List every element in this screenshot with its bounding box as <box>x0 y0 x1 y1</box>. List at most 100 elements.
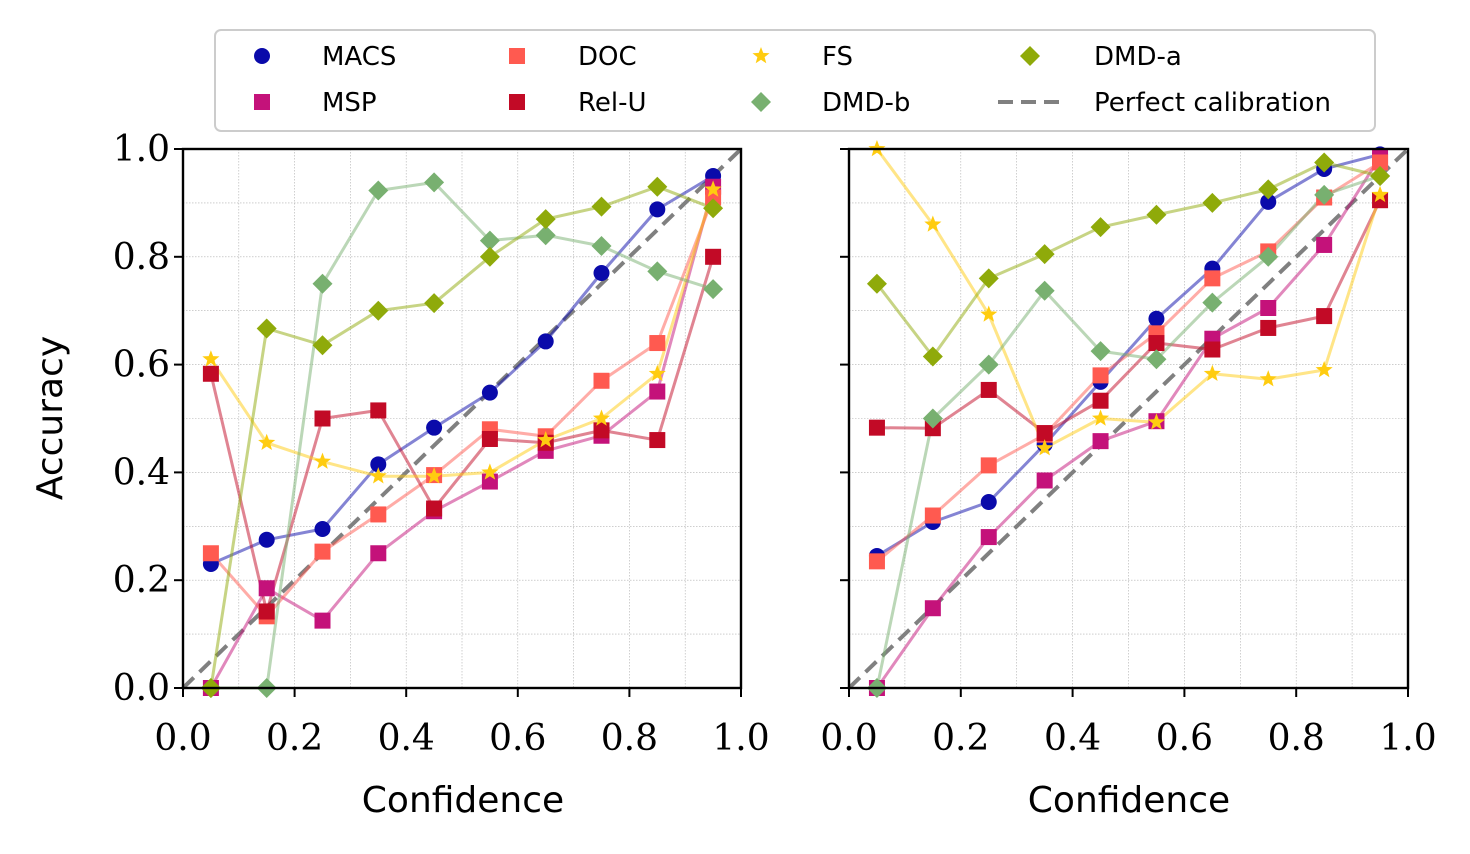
left-series-line-fs <box>209 188 715 478</box>
right-point-dmd-a <box>1314 152 1335 173</box>
left-point-rel-u <box>649 432 666 449</box>
left-point-macs <box>258 531 275 548</box>
left-y-tick-label: 0.0 <box>113 668 170 709</box>
right-point-msp <box>1260 300 1277 317</box>
left-point-dmd-b <box>424 172 445 193</box>
right-point-dmd-a <box>1258 179 1279 200</box>
left-point-msp <box>649 383 666 400</box>
left-point-rel-u <box>258 603 275 620</box>
legend-marker-macs <box>254 48 270 64</box>
right-point-doc <box>924 507 941 524</box>
right-point-dmd-b <box>1034 280 1055 301</box>
right-point-rel-u <box>1036 425 1053 442</box>
left-y-tick-label: 1.0 <box>113 129 170 170</box>
left-panel: 0.0 0.2 0.4 0.6 0.8 1.0 0.0 0.2 0.4 0.6 0.8 1.0 <box>113 129 770 759</box>
left-x-tick-label: 0.2 <box>266 718 323 759</box>
right-series-line-dmd-a <box>875 161 1381 358</box>
right-series-line-rel-u <box>876 199 1382 435</box>
left-point-dmd-a <box>368 300 389 321</box>
left-point-dmd-a <box>703 198 724 219</box>
right-point-msp <box>924 600 941 617</box>
legend-marker-rel-u <box>509 94 525 110</box>
right-point-fs <box>1091 409 1110 426</box>
right-point-dmd-a <box>1202 192 1223 213</box>
legend-frame <box>214 29 1376 132</box>
legend-label-dmd-a: DMD-a <box>1094 42 1182 72</box>
legend-label-rel-u: Rel-U <box>578 88 647 118</box>
left-x-tick-label: 0.8 <box>601 718 658 759</box>
left-point-dmd-b <box>591 236 612 257</box>
left-point-dmd-a <box>647 176 668 197</box>
left-series-line-macs <box>210 174 714 566</box>
legend-label-msp: MSP <box>322 88 377 118</box>
legend-marker-dmd-a <box>1020 46 1040 66</box>
right-point-dmd-b <box>1090 341 1111 362</box>
left-point-fs <box>202 350 220 367</box>
left-y-tick-label: 0.4 <box>113 452 170 493</box>
right-point-fs <box>1147 413 1166 430</box>
left-point-dmd-b <box>535 225 556 246</box>
left-point-fs <box>313 452 332 469</box>
left-point-msp <box>258 580 275 597</box>
right-point-doc <box>980 457 997 474</box>
legend-marker-msp <box>254 94 270 110</box>
right-panel: 0.0 0.2 0.4 0.6 0.8 1.0 <box>820 140 1437 759</box>
right-point-rel-u <box>1260 319 1277 336</box>
right-point-macs <box>1148 310 1165 327</box>
left-point-msp <box>314 612 331 629</box>
right-series-markers-rel-u <box>868 192 1389 442</box>
left-y-tick-label: 0.8 <box>113 237 170 278</box>
legend: MACS DOC FS DMD-a MSP Rel-U DMD-b Perfec… <box>214 29 1376 132</box>
left-point-doc <box>370 506 387 523</box>
right-point-fs <box>1203 364 1221 382</box>
left-point-rel-u <box>593 422 610 439</box>
left-point-dmd-a <box>424 293 445 314</box>
right-x-tick-label: 0.8 <box>1268 718 1325 759</box>
right-point-macs <box>1260 193 1277 210</box>
left-point-fs <box>369 467 387 484</box>
left-point-fs <box>425 467 443 484</box>
left-point-doc <box>202 545 219 562</box>
right-point-dmd-a <box>1034 244 1055 265</box>
left-point-dmd-a <box>591 196 612 217</box>
left-point-msp <box>370 545 387 562</box>
right-point-dmd-a <box>1370 165 1391 186</box>
right-point-msp <box>1036 472 1053 489</box>
right-point-dmd-b <box>978 354 999 375</box>
legend-marker-fs <box>752 47 770 64</box>
left-point-macs <box>370 456 387 473</box>
left-point-rel-u <box>370 402 387 419</box>
legend-marker-dmd-b <box>751 92 771 112</box>
right-point-dmd-a <box>1146 204 1167 225</box>
left-x-tick-label: 1.0 <box>712 718 769 759</box>
right-point-dmd-b <box>1314 184 1335 205</box>
right-series-markers-fs <box>868 140 1389 456</box>
right-point-msp <box>980 529 997 546</box>
right-point-doc <box>868 553 885 570</box>
left-point-rel-u <box>481 430 498 447</box>
legend-label-macs: MACS <box>322 42 396 72</box>
left-point-dmd-a <box>479 246 500 267</box>
left-point-fs <box>481 463 499 480</box>
right-point-doc <box>1204 270 1221 287</box>
left-point-doc <box>314 543 331 560</box>
legend-marker-doc <box>509 48 525 64</box>
right-point-dmd-b <box>1258 246 1279 267</box>
left-point-macs <box>314 520 331 537</box>
left-point-doc <box>649 335 666 352</box>
right-point-fs <box>924 215 942 232</box>
right-point-fs <box>1259 370 1277 387</box>
legend-label-doc: DOC <box>578 42 637 72</box>
right-plot-frame <box>847 147 1410 690</box>
right-point-dmd-b <box>922 408 943 429</box>
right-point-rel-u <box>1372 192 1389 209</box>
right-point-rel-u <box>868 419 885 436</box>
right-x-tick-label: 0.6 <box>1156 718 1213 759</box>
right-x-tick-label: 0.0 <box>820 718 877 759</box>
left-series-markers-macs <box>202 167 722 573</box>
legend-label-dmd-b: DMD-b <box>822 88 910 118</box>
left-x-tick-label: 0.6 <box>489 718 546 759</box>
right-point-fs <box>1371 185 1389 203</box>
